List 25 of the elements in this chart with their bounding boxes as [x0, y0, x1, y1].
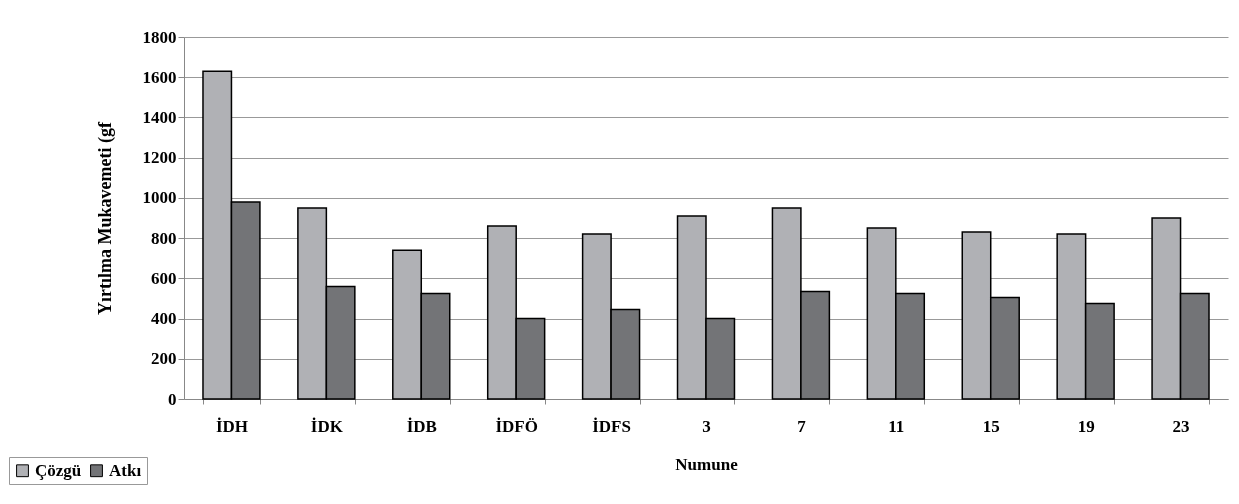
y-axis-title: Yırtılma Mukavemeti (gf [94, 121, 116, 315]
x-tick-label: İDFÖ [495, 416, 538, 436]
y-tick-label: 400 [151, 309, 177, 329]
y-tick-label: 0 [168, 389, 177, 409]
y-tick-label: 1800 [142, 27, 177, 47]
x-tick-label: 3 [702, 416, 711, 436]
x-tick-label: İDK [310, 416, 344, 436]
x-tick-label: İDH [215, 416, 249, 436]
y-tick-label: 1600 [142, 67, 177, 87]
y-tick-label: 1400 [142, 107, 177, 127]
x-tick-label: 7 [797, 416, 807, 436]
legend-label: Çözgü [35, 460, 82, 480]
y-tick-label: 1000 [142, 188, 177, 208]
x-axis-title: Numune [675, 454, 739, 474]
x-tick-label: İDFS [592, 416, 631, 436]
legend-label: Atkı [109, 460, 142, 480]
y-tick-label: 200 [151, 349, 177, 369]
x-tick-label: 11 [888, 416, 905, 436]
y-tick-label: 600 [151, 268, 177, 288]
x-tick-label: 15 [982, 416, 1000, 436]
x-tick-label: İDB [406, 416, 437, 436]
x-tick-label: 23 [1172, 416, 1190, 436]
x-tick-label: 19 [1077, 416, 1095, 436]
y-tick-label: 1200 [142, 148, 177, 168]
y-tick-label: 800 [151, 228, 177, 248]
